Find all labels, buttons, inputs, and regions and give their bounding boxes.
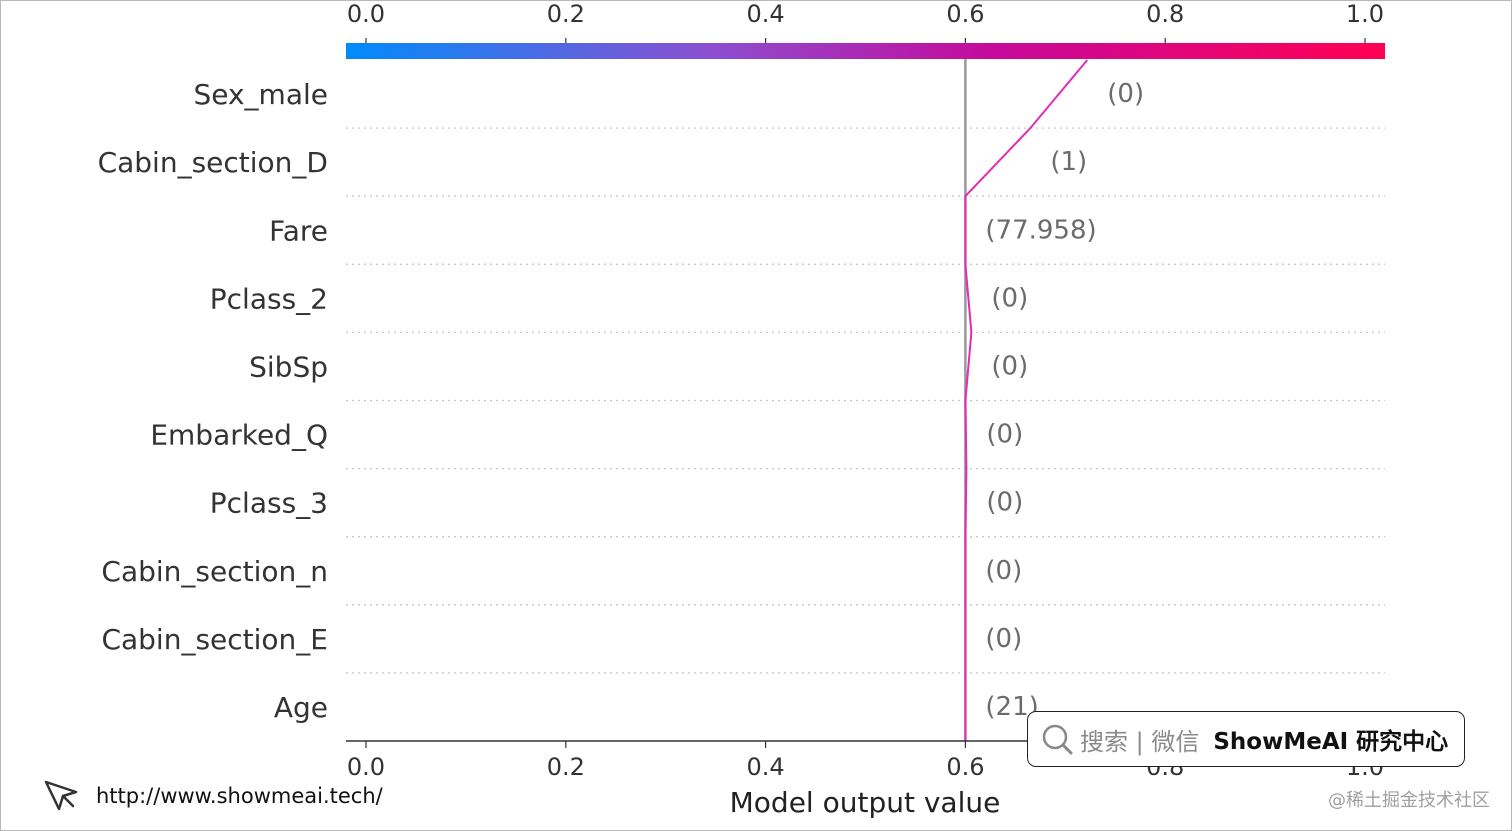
x-axis-label: Model output value <box>730 786 1001 819</box>
feature-label: Sex_male <box>193 78 328 111</box>
watermark-brand: ShowMeAI 研究中心 <box>1213 729 1449 755</box>
colorbar-tick-label: 0.8 <box>1146 0 1184 28</box>
wechat-search-watermark: 搜索 | 微信 ShowMeAI 研究中心 <box>1027 711 1465 767</box>
colorbar-tick-label: 0.4 <box>747 0 785 28</box>
feature-label: Cabin_section_n <box>101 555 328 588</box>
feature-label: Pclass_3 <box>210 487 328 520</box>
feature-label: Pclass_2 <box>210 282 328 315</box>
decision-path-line <box>964 59 1089 741</box>
colorbar <box>346 43 1385 59</box>
feature-value-label: (0) <box>1107 79 1144 109</box>
feature-value-label: (0) <box>985 556 1022 586</box>
colorbar-tick-label: 1.0 <box>1346 0 1384 28</box>
feature-value-label: (0) <box>986 488 1023 518</box>
feature-label: Cabin_section_E <box>101 623 328 656</box>
grid-lines <box>346 127 1385 674</box>
site-url[interactable]: http://www.showmeai.tech/ <box>96 784 383 808</box>
x-tick-label: 0.0 <box>347 753 385 781</box>
colorbar-ticks: 0.0 0.2 0.4 0.6 0.8 1.0 <box>347 0 1384 43</box>
x-tick-label: 0.2 <box>547 753 585 781</box>
feature-value-label: (0) <box>986 420 1023 450</box>
colorbar-tick-label: 0.6 <box>946 0 984 28</box>
feature-label: SibSp <box>249 350 328 383</box>
feature-label: Age <box>274 691 328 724</box>
feature-value-label: (0) <box>985 624 1022 654</box>
x-tick-label: 0.6 <box>946 753 984 781</box>
x-tick-label: 0.4 <box>747 753 785 781</box>
colorbar-tick-label: 0.2 <box>547 0 585 28</box>
feature-value-label: (1) <box>1050 147 1087 177</box>
feature-labels: Sex_male Cabin_section_D Fare Pclass_2 SibSp… <box>98 78 328 724</box>
feature-value-labels: (0)(1)(77.958)(0)(0)(0)(0)(0)(0)(21) <box>985 79 1144 722</box>
platform-credit: @稀土掘金技术社区 <box>1328 790 1490 811</box>
feature-label: Embarked_Q <box>150 419 328 452</box>
feature-value-label: (77.958) <box>985 215 1096 245</box>
watermark-search-text: 搜索 | 微信 <box>1080 727 1200 756</box>
site-link[interactable]: http://www.showmeai.tech/ <box>42 776 383 816</box>
colorbar-tick-label: 0.0 <box>347 0 385 28</box>
feature-value-label: (0) <box>991 351 1028 381</box>
search-icon <box>1042 724 1073 755</box>
feature-value-label: (0) <box>991 283 1028 313</box>
feature-label: Cabin_section_D <box>98 146 328 179</box>
cursor-arrow-icon <box>44 780 78 811</box>
feature-label: Fare <box>269 214 328 247</box>
